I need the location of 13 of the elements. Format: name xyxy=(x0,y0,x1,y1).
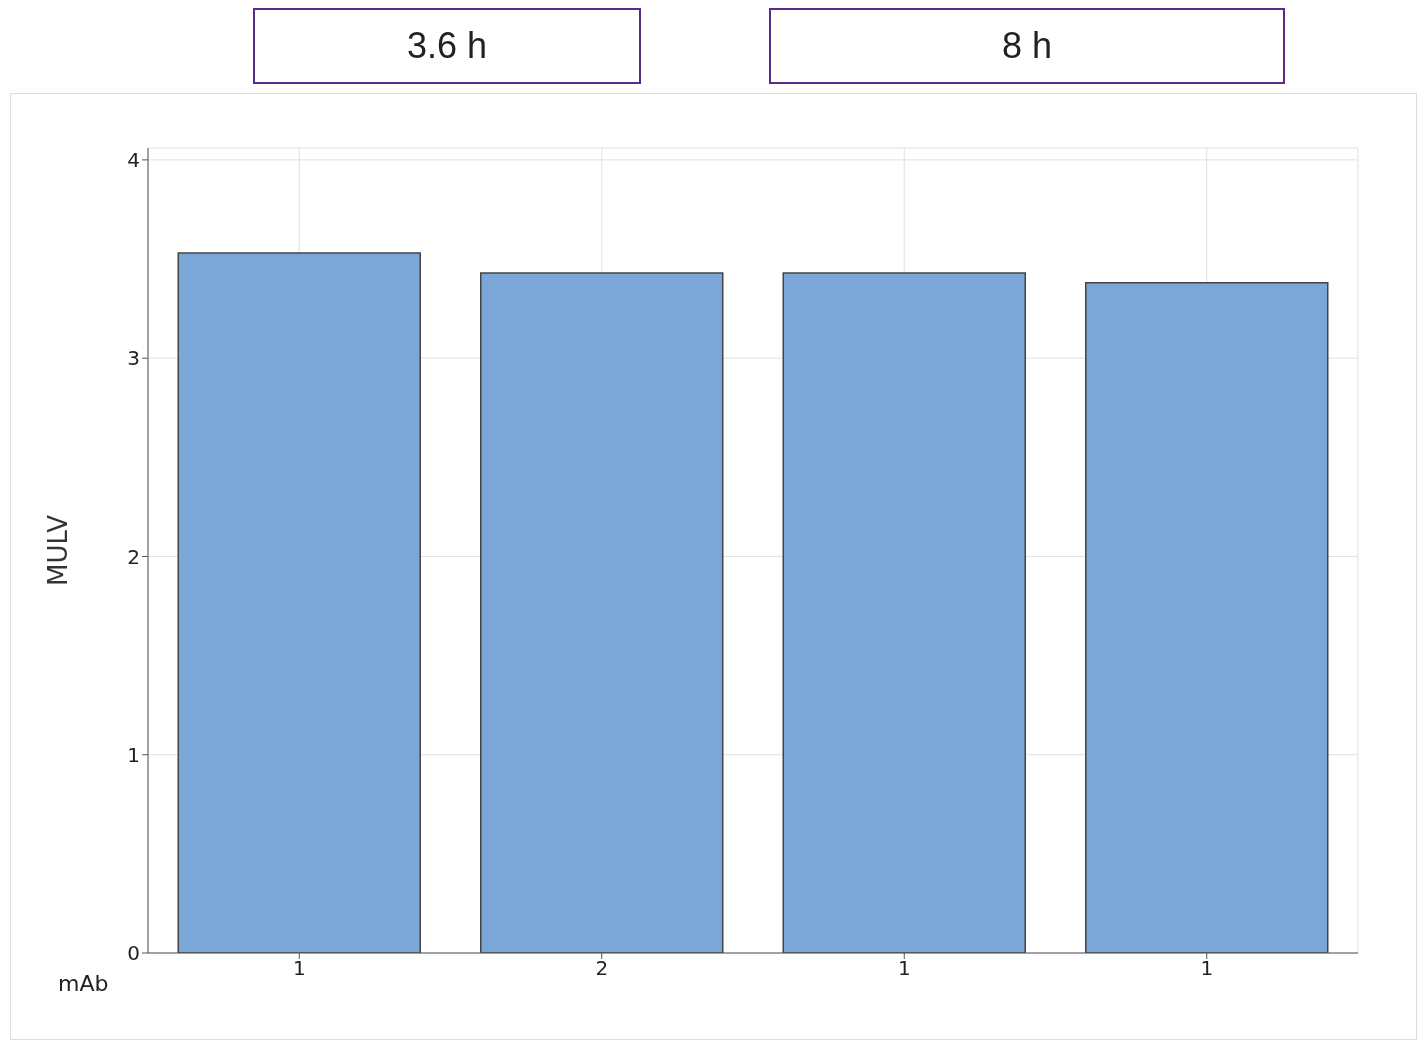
text: 8 h xyxy=(769,8,1285,84)
x-tick-label: 2 xyxy=(595,956,609,981)
x-tick-label: 1 xyxy=(897,956,911,981)
x-axis-title: mAb xyxy=(58,971,109,996)
y-tick-label: 4 xyxy=(127,148,140,172)
y-tick-label: 3 xyxy=(127,346,140,371)
x-tick-label: 1 xyxy=(1200,956,1214,981)
y-tick-label: 2 xyxy=(127,544,140,569)
y-tick-label: 1 xyxy=(127,742,140,767)
x-tick-label: 1 xyxy=(292,956,306,981)
y-tick-label: 0 xyxy=(127,941,140,966)
text: 3.6 h xyxy=(253,8,641,84)
y-axis-title: MULV xyxy=(43,514,74,586)
